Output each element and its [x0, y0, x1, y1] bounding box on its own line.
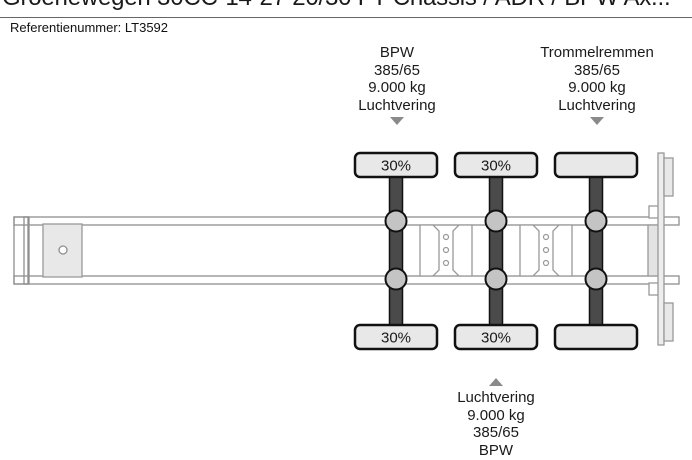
front-end-cap: [13, 216, 29, 285]
axle-mount: [384, 267, 408, 291]
spec-line-suspension: Luchtvering: [457, 389, 535, 406]
tyre-bottom: [453, 323, 539, 351]
spec-line-capacity: 9.000 kg: [568, 79, 626, 96]
lightening-hole: [542, 259, 550, 267]
axle-bar: [488, 165, 504, 337]
axle-load-label: 30%: [481, 330, 511, 347]
axle-mount: [584, 267, 608, 291]
gusset-plate: [552, 224, 573, 277]
spec-line-tyre-size: 385/65: [374, 61, 420, 79]
axle-spec-front: BPW 385/65 9.000 kg Luchtvering: [287, 44, 507, 114]
tyre-top: [353, 151, 439, 179]
axle-mount: [384, 209, 408, 233]
gusset-plate: [519, 224, 540, 277]
kingpin: [58, 245, 68, 255]
beam-bottom-rail: [13, 275, 680, 285]
axle-mount: [484, 209, 508, 233]
spec-line-brand: BPW: [478, 441, 514, 459]
page-title: Groenewegen 30CC-14-27 20/30 FT Chassis …: [2, 0, 671, 10]
axle-3: [553, 151, 639, 351]
gusset-plate: [452, 224, 473, 277]
spec-line-suspension: Luchtvering: [358, 96, 436, 114]
beam-top-rail: [13, 216, 680, 226]
tyre-bottom: [353, 323, 439, 351]
spec-line-brakes: Trommelremmen: [540, 44, 654, 61]
crossmember: [419, 224, 473, 277]
axle-spec-rear: Trommelremmen 385/65 9.000 kg Luchtverin…: [487, 44, 692, 114]
axle-mount: [584, 209, 608, 233]
axle-bar: [588, 165, 604, 337]
arrow-down-icon: [590, 117, 604, 125]
spec-line-brand: BPW: [379, 44, 415, 61]
lightening-hole: [542, 246, 550, 254]
crossmember: [519, 224, 573, 277]
axle-bar: [388, 165, 404, 337]
spec-line-capacity: 9.000 kg: [467, 406, 525, 424]
rear-end: [647, 152, 674, 346]
axle-load-label: 30%: [381, 158, 411, 175]
axle-load-label: 30%: [481, 158, 511, 175]
rear-light-top: [663, 157, 674, 197]
header: Groenewegen 30CC-14-27 20/30 FT Chassis …: [0, 0, 692, 18]
axle-mount: [484, 267, 508, 291]
lightening-hole: [442, 259, 450, 267]
tyre-bottom: [553, 323, 639, 351]
gusset-plate: [419, 224, 440, 277]
rear-light-bottom: [663, 302, 674, 342]
reference-number: Referentienummer: LT3592: [10, 20, 169, 35]
axle-load-label: 30%: [381, 330, 411, 347]
front-bulkhead: [23, 216, 30, 285]
lightening-hole: [442, 233, 450, 241]
rear-bumper-bar: [657, 152, 665, 346]
axle-2: 30% 30%: [453, 151, 539, 351]
spec-line-capacity: 9.000 kg: [368, 79, 426, 96]
spec-line-suspension: Luchtvering: [558, 96, 636, 114]
lightening-hole: [542, 233, 550, 241]
tyre-top: [553, 151, 639, 179]
chassis-beam: [13, 216, 680, 285]
axle-spec-middle: Luchtvering 9.000 kg 385/65 BPW: [386, 389, 606, 459]
tyre-top: [453, 151, 539, 179]
arrow-down-icon: [390, 117, 404, 125]
spec-line-tyre-size: 385/65: [473, 424, 519, 441]
axle-1: 30% 30%: [353, 151, 439, 351]
lightening-hole: [442, 246, 450, 254]
spec-line-tyre-size: 385/65: [574, 61, 620, 79]
arrow-up-icon: [489, 378, 503, 386]
